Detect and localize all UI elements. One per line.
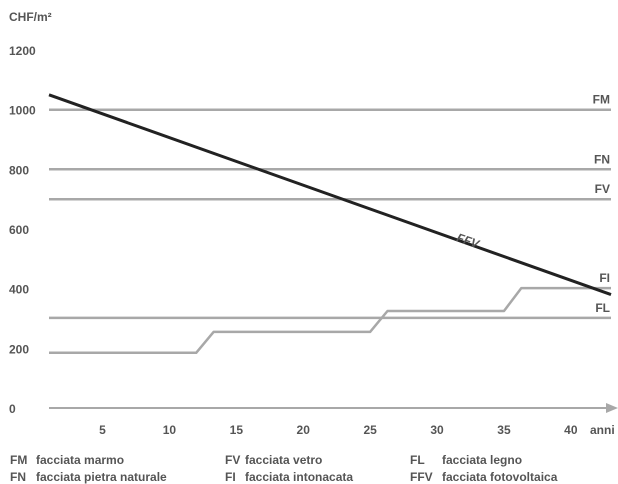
legend-code: FL	[410, 453, 425, 467]
series-label-fi: FI	[599, 271, 610, 285]
legend-code: FV	[225, 453, 241, 467]
x-tick-label: 40	[564, 423, 578, 437]
series-label-fv: FV	[595, 182, 610, 196]
legend-item-fi: FI facciata intonacata	[225, 470, 353, 484]
x-axis-arrow	[606, 403, 618, 413]
series-layer	[48, 93, 612, 355]
x-tick-label: 30	[430, 423, 444, 437]
x-tick-label: 20	[297, 423, 311, 437]
series-line-ffv	[48, 93, 612, 297]
legend-item-fl: FL facciata legno	[410, 453, 522, 467]
y-tick-label: 400	[9, 283, 29, 297]
y-axis-label: CHF/m²	[9, 10, 52, 24]
x-axis-label: anni	[590, 423, 615, 437]
chart: 0 200 400 600 800 1000 1200 5 10 15 20 25 30 35 40 CHF/…	[9, 10, 618, 437]
series-label-fl: FL	[595, 301, 610, 315]
x-tick-label: 15	[230, 423, 244, 437]
series-line-fi	[49, 286, 611, 355]
legend-label: facciata legno	[442, 453, 523, 467]
y-tick-label: 600	[9, 223, 29, 237]
x-tick-label: 25	[363, 423, 377, 437]
legend-item-fn: FN facciata pietra naturale	[10, 470, 167, 484]
legend-code: FFV	[410, 470, 433, 484]
y-tick-label: 200	[9, 342, 29, 356]
x-tick-label: 10	[163, 423, 177, 437]
series-label-fn: FN	[594, 152, 610, 166]
x-tick-label: 35	[497, 423, 511, 437]
y-tick-label: 1200	[9, 44, 36, 58]
legend-item-fv: FV facciata vetro	[225, 453, 322, 467]
y-tick-label: 0	[9, 402, 16, 416]
axis-layer: 0 200 400 600 800 1000 1200 5 10 15 20 25 30 35 40 CHF/…	[9, 10, 618, 437]
legend-label: facciata fotovoltaica	[442, 470, 558, 484]
legend-item-ffv: FFV facciata fotovoltaica	[410, 470, 557, 484]
y-tick-label: 800	[9, 163, 29, 177]
legend-code: FM	[10, 453, 28, 467]
legend-label: facciata marmo	[36, 453, 125, 467]
legend: FM facciata marmo FN facciata pietra natur…	[0, 450, 618, 484]
legend-label: facciata vetro	[245, 453, 323, 467]
y-tick-label: 1000	[9, 104, 36, 118]
legend-code: FI	[225, 470, 236, 484]
series-label-fm: FM	[593, 93, 610, 107]
legend-label: facciata pietra naturale	[36, 470, 167, 484]
legend-code: FN	[10, 470, 26, 484]
legend-item-fm: FM facciata marmo	[10, 453, 124, 467]
legend-label: facciata intonacata	[245, 470, 354, 484]
x-tick-label: 5	[99, 423, 106, 437]
